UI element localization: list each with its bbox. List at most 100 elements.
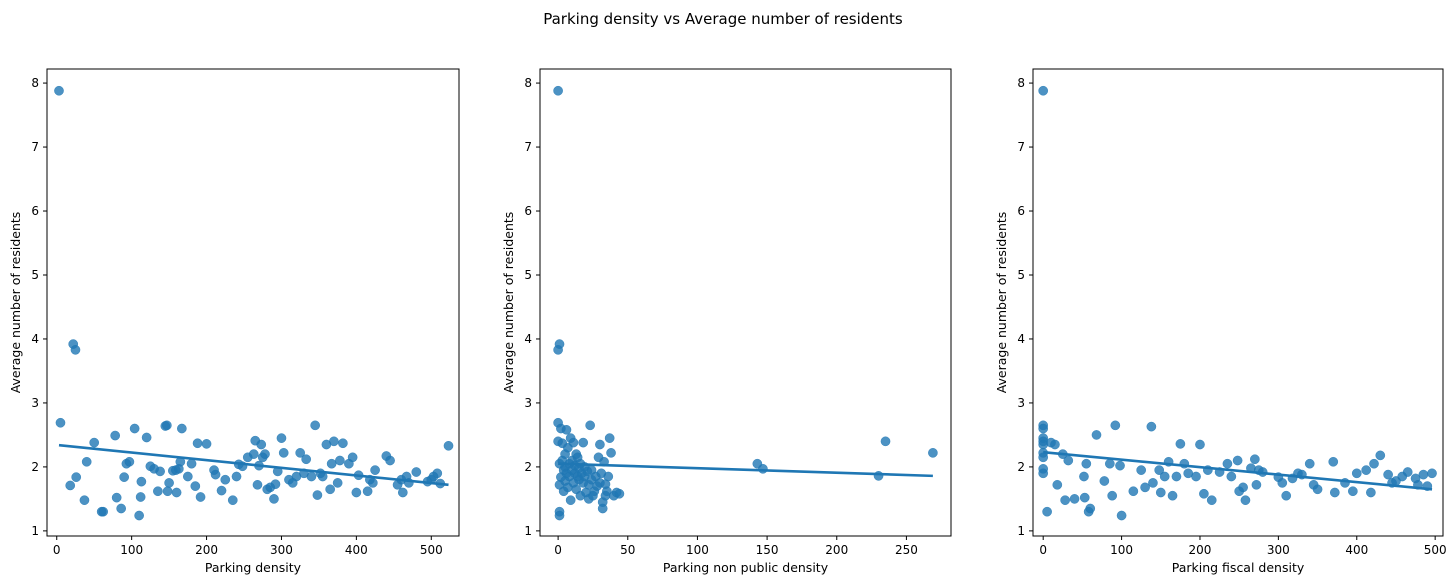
data-point <box>256 439 267 450</box>
regression-line <box>58 443 449 487</box>
y-tick-label: 4 <box>524 332 532 346</box>
y-tick-label: 2 <box>1017 460 1025 474</box>
data-point <box>176 423 187 434</box>
data-point <box>186 458 197 469</box>
data-point <box>758 463 768 474</box>
x-tick-label: 250 <box>895 543 918 557</box>
data-point <box>1081 458 1092 469</box>
data-point <box>1191 471 1201 482</box>
data-point <box>1171 471 1182 482</box>
data-point <box>301 454 312 465</box>
data-point <box>164 478 174 488</box>
data-point <box>553 85 563 96</box>
data-point <box>1375 450 1386 461</box>
data-point <box>335 455 345 466</box>
data-point <box>1107 490 1118 501</box>
y-tick-label: 8 <box>1017 76 1025 90</box>
data-point <box>70 344 81 355</box>
data-point <box>1099 476 1110 486</box>
data-point <box>1038 423 1049 434</box>
data-point <box>1116 510 1127 521</box>
data-point <box>1277 478 1288 488</box>
data-point <box>873 471 884 481</box>
data-point <box>136 476 147 487</box>
data-point <box>312 490 323 500</box>
data-point <box>269 494 279 504</box>
data-point <box>260 449 270 459</box>
data-point <box>54 85 64 96</box>
y-axis-label: Average number of residents <box>501 212 516 394</box>
data-point <box>606 447 616 458</box>
data-point <box>1060 495 1070 506</box>
data-point <box>1328 456 1339 467</box>
y-tick-label: 2 <box>524 460 532 474</box>
data-point <box>1154 465 1165 475</box>
data-point <box>1348 486 1358 497</box>
y-axis-label: Average number of residents <box>8 212 23 394</box>
y-tick-label: 3 <box>524 396 532 410</box>
data-point <box>370 465 380 475</box>
data-point <box>326 458 337 469</box>
y-tick-label: 5 <box>524 268 532 282</box>
data-point <box>55 417 66 428</box>
regression-line <box>558 462 933 478</box>
data-point <box>411 467 422 477</box>
data-point <box>880 436 891 447</box>
data-point <box>248 449 259 459</box>
data-point <box>1091 430 1102 440</box>
data-point <box>1038 452 1049 463</box>
y-tick-label: 2 <box>31 460 39 474</box>
data-point <box>98 506 109 517</box>
x-tick-label: 50 <box>620 543 635 557</box>
y-tick-label: 1 <box>31 524 39 538</box>
data-point <box>325 484 336 495</box>
data-point <box>1167 490 1178 501</box>
data-point <box>1038 468 1049 479</box>
y-tick-label: 6 <box>524 204 532 218</box>
x-tick-label: 150 <box>756 543 779 557</box>
data-point <box>110 430 121 441</box>
x-tick-label: 400 <box>1345 543 1368 557</box>
x-tick-label: 200 <box>825 543 848 557</box>
y-tick-label: 6 <box>31 204 39 218</box>
data-point <box>614 488 625 499</box>
x-tick-label: 0 <box>1039 543 1047 557</box>
data-point <box>81 456 92 467</box>
data-point <box>1226 471 1237 482</box>
data-point <box>306 471 317 482</box>
data-point <box>192 438 203 449</box>
data-point <box>1351 468 1362 479</box>
data-point <box>385 455 395 466</box>
data-point <box>119 472 130 482</box>
data-point <box>554 506 565 517</box>
data-point <box>295 447 306 458</box>
data-point <box>1069 494 1080 504</box>
data-point <box>1238 482 1248 493</box>
x-tick-label: 500 <box>1424 543 1447 557</box>
data-point <box>565 495 576 506</box>
data-point <box>1383 469 1393 480</box>
data-point <box>1146 421 1157 432</box>
data-point <box>1402 467 1413 477</box>
data-point <box>162 420 172 431</box>
data-point <box>155 466 165 477</box>
data-point <box>1115 460 1125 471</box>
data-point <box>561 424 572 435</box>
regression-line <box>1043 450 1433 491</box>
data-point <box>278 447 289 458</box>
data-point <box>190 481 201 491</box>
data-point <box>220 474 231 485</box>
subplot-parking-fiscal-density: 0 100 200 300 400 500 1 2 3 4 5 6 7 8 Parking fiscal d… <box>994 68 1447 575</box>
x-axis-label: Parking density <box>205 560 302 575</box>
data-point <box>227 495 238 506</box>
data-point <box>1140 482 1150 493</box>
data-point <box>329 436 339 447</box>
data-point <box>928 447 938 458</box>
data-point <box>362 486 373 497</box>
x-tick-label: 500 <box>420 543 443 557</box>
data-point <box>1232 455 1243 466</box>
data-point <box>554 339 565 349</box>
x-tick-label: 200 <box>195 543 218 557</box>
data-point <box>1079 492 1090 503</box>
